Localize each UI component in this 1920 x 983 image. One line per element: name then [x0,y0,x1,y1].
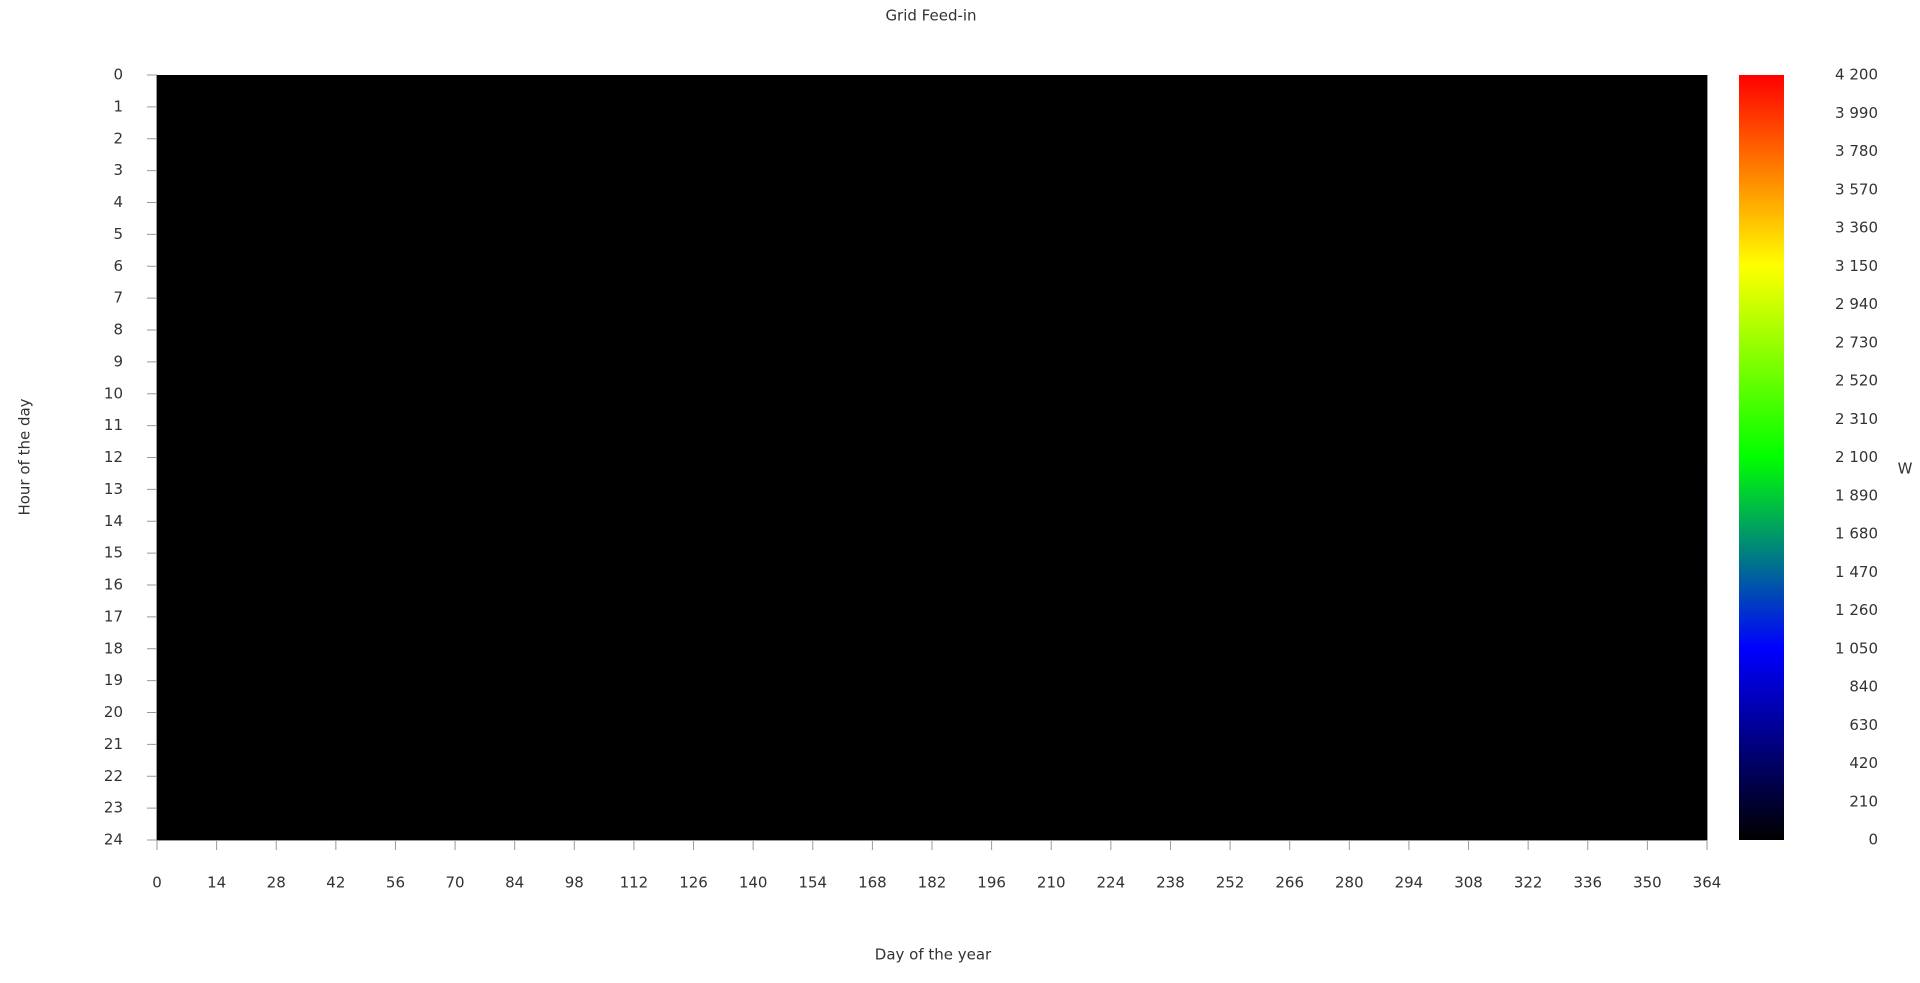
colorbar-tick-label: 630 [1849,716,1878,734]
x-tick-label: 42 [326,874,345,892]
colorbar-tick-label: 2 100 [1835,448,1878,466]
y-tick-label: 15 [104,544,123,562]
x-tick-label: 28 [267,874,286,892]
x-tick-label: 266 [1275,874,1304,892]
y-tick-label: 13 [104,480,123,498]
x-tick-label: 308 [1454,874,1483,892]
colorbar-tick-label: 2 520 [1835,372,1878,390]
colorbar-label: W [1898,460,1913,478]
colorbar-tick-label: 3 570 [1835,180,1878,198]
x-tick-label: 98 [565,874,584,892]
y-tick-label: 3 [113,161,123,179]
y-tick-label: 0 [113,66,123,84]
x-axis-label: Day of the year [875,946,992,964]
y-tick-label: 7 [113,289,123,307]
x-tick-label: 112 [620,874,649,892]
x-tick-label: 196 [977,874,1006,892]
colorbar-tick-label: 1 050 [1835,639,1878,657]
x-tick-label: 140 [739,874,768,892]
x-tick-label: 294 [1395,874,1424,892]
x-tick-label: 168 [858,874,887,892]
x-tick-label: 0 [152,874,162,892]
y-tick-label: 18 [104,639,123,657]
x-tick-label: 238 [1156,874,1185,892]
colorbar-tick-label: 3 990 [1835,104,1878,122]
colorbar [1739,75,1784,840]
plot-background [157,75,1707,840]
y-tick-label: 9 [113,352,123,370]
y-tick-label: 24 [104,831,123,849]
x-tick-label: 182 [918,874,947,892]
colorbar-tick-label: 2 940 [1835,295,1878,313]
x-tick-label: 252 [1216,874,1245,892]
y-tick-label: 19 [104,671,123,689]
x-tick-label: 154 [798,874,827,892]
x-tick-label: 280 [1335,874,1364,892]
x-tick-label: 126 [679,874,708,892]
colorbar-tick-label: 1 470 [1835,563,1878,581]
y-axis-label: Hour of the day [16,398,34,515]
colorbar-tick-label: 210 [1849,792,1878,810]
y-tick-label: 8 [113,321,123,339]
colorbar-tick-label: 3 360 [1835,219,1878,237]
colorbar-tick-label: 2 310 [1835,410,1878,428]
y-tick-label: 1 [113,97,123,115]
y-tick-label: 5 [113,225,123,243]
y-tick-label: 23 [104,799,123,817]
colorbar-tick-label: 3 780 [1835,142,1878,160]
y-tick-label: 11 [104,416,123,434]
y-tick-label: 16 [104,576,123,594]
x-tick-label: 56 [386,874,405,892]
y-tick-label: 14 [104,512,123,530]
y-tick-label: 4 [113,193,123,211]
chart-title: Grid Feed-in [885,7,976,25]
x-tick-label: 84 [505,874,524,892]
y-tick-label: 17 [104,607,123,625]
x-tick-label: 364 [1693,874,1722,892]
y-tick-label: 10 [104,384,123,402]
x-tick-label: 70 [446,874,465,892]
x-tick-label: 224 [1097,874,1126,892]
colorbar-tick-label: 3 150 [1835,257,1878,275]
y-tick-label: 2 [113,129,123,147]
y-tick-label: 12 [104,448,123,466]
x-tick-label: 322 [1514,874,1543,892]
colorbar-tick-label: 1 890 [1835,486,1878,504]
y-tick-label: 20 [104,703,123,721]
colorbar-tick-label: 1 260 [1835,601,1878,619]
y-tick-label: 6 [113,257,123,275]
x-tick-label: 14 [207,874,226,892]
y-tick-label: 22 [104,767,123,785]
colorbar-tick-label: 4 200 [1835,66,1878,84]
y-tick-label: 21 [104,735,123,753]
colorbar-tick-label: 0 [1868,831,1878,849]
colorbar-tick-label: 1 680 [1835,525,1878,543]
colorbar-tick-label: 2 730 [1835,333,1878,351]
x-tick-label: 350 [1633,874,1662,892]
x-tick-label: 336 [1573,874,1602,892]
x-tick-label: 210 [1037,874,1066,892]
colorbar-tick-label: 840 [1849,678,1878,696]
colorbar-tick-label: 420 [1849,754,1878,772]
